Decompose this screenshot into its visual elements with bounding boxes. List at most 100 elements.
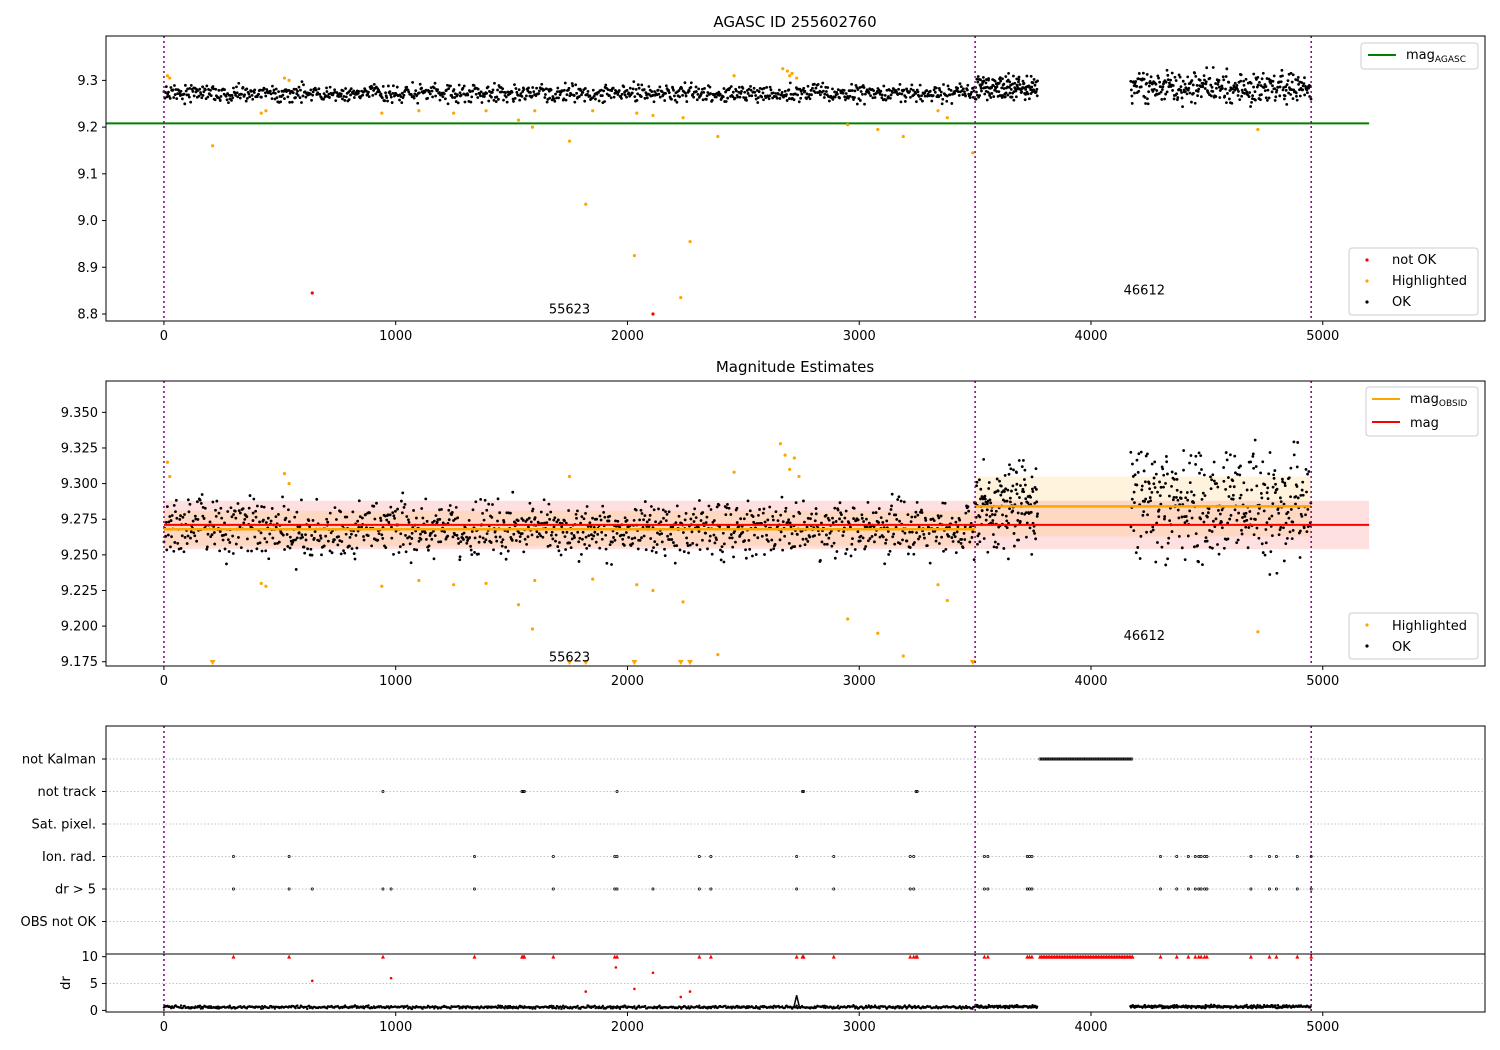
ok-point <box>202 517 206 520</box>
ok-point <box>1252 85 1255 89</box>
ok-point <box>765 85 769 89</box>
flag-point <box>1117 757 1121 761</box>
x-tick-label: 4000 <box>1074 1020 1107 1035</box>
ok-point <box>590 537 594 541</box>
ok-point <box>1164 481 1167 485</box>
highlighted-point <box>635 111 639 115</box>
dr-point <box>496 1006 499 1010</box>
ok-point <box>1004 75 1008 78</box>
ok-point <box>701 538 704 542</box>
ok-point <box>769 88 773 92</box>
ok-point <box>810 512 814 516</box>
ok-point <box>1161 467 1165 471</box>
ok-point <box>765 533 768 537</box>
ok-point <box>355 546 359 550</box>
ok-point <box>1190 516 1194 520</box>
ok-point <box>732 555 735 559</box>
ok-point <box>495 539 499 543</box>
ok-point <box>1179 85 1183 89</box>
ok-point <box>709 508 713 511</box>
ok-point <box>557 96 560 100</box>
legend-mag-agasc-text: mag <box>1406 48 1435 63</box>
ok-point <box>880 96 884 100</box>
ok-point <box>1249 105 1252 108</box>
ok-point <box>1196 89 1200 93</box>
ok-point <box>407 520 411 524</box>
ok-point <box>492 548 495 552</box>
ok-point <box>356 519 360 523</box>
ok-point <box>361 93 365 97</box>
ok-point <box>813 91 817 94</box>
ok-point <box>1192 493 1196 497</box>
ok-point <box>888 96 892 100</box>
ok-point <box>288 520 291 524</box>
ok-point <box>685 100 689 103</box>
dr-point <box>658 1004 661 1007</box>
ok-point <box>1166 541 1170 545</box>
ok-point <box>643 500 647 503</box>
ok-point <box>1008 463 1011 467</box>
flag-point <box>615 887 619 891</box>
ok-point <box>405 515 409 518</box>
ok-point <box>379 516 382 520</box>
dr-point <box>406 1004 409 1008</box>
y-tick-label: 9.175 <box>61 655 98 670</box>
ok-point <box>403 502 407 506</box>
ok-point <box>438 91 441 94</box>
ok-point <box>569 546 573 550</box>
dr-point <box>497 1004 500 1007</box>
ok-point <box>1292 440 1296 444</box>
ok-point <box>1177 516 1181 520</box>
ok-point <box>865 517 868 521</box>
ok-point <box>1153 486 1157 489</box>
ok-point <box>491 503 494 506</box>
flag-point <box>795 855 799 858</box>
ok-point <box>1264 85 1268 88</box>
ok-point <box>909 96 912 99</box>
ok-point <box>457 541 461 545</box>
ok-point <box>1185 519 1189 523</box>
ok-point <box>253 88 257 92</box>
ok-point <box>1139 450 1143 454</box>
ok-point <box>349 93 352 97</box>
ok-point <box>548 96 552 100</box>
highlighted-point <box>287 78 291 82</box>
ok-point <box>1033 531 1036 535</box>
ok-point <box>449 84 452 88</box>
ok-point <box>502 520 506 524</box>
ok-point <box>757 90 761 93</box>
ok-point <box>1295 94 1298 98</box>
ok-point <box>1179 88 1183 92</box>
ok-point <box>1008 91 1012 95</box>
ok-point <box>531 86 535 89</box>
ok-point <box>410 531 414 535</box>
ok-point <box>310 553 314 557</box>
ok-point <box>1295 465 1299 469</box>
ok-point <box>288 546 292 550</box>
ok-point <box>209 535 213 539</box>
ok-point <box>479 497 483 501</box>
ok-point <box>1269 81 1273 85</box>
ok-point <box>1221 75 1225 79</box>
ok-point <box>890 504 893 508</box>
ok-point <box>645 520 649 524</box>
ok-point <box>1245 488 1249 492</box>
ok-point <box>1166 472 1169 476</box>
ok-point <box>683 81 687 85</box>
ok-point <box>789 525 793 529</box>
panel-estimates: Magnitude Estimates 0 1000 2000 3000 4000 500… <box>61 358 1486 689</box>
ok-point <box>887 95 890 98</box>
ok-point <box>844 98 847 102</box>
ok-point <box>1015 471 1018 474</box>
ok-point <box>803 89 807 93</box>
ok-point <box>878 535 882 539</box>
ok-point <box>1017 459 1021 462</box>
ok-point <box>590 533 593 537</box>
ok-point <box>1301 493 1305 497</box>
ok-point <box>745 513 749 516</box>
dr-point <box>562 1004 565 1007</box>
ok-point <box>183 536 187 539</box>
ok-point <box>300 101 303 104</box>
flag-point <box>1030 887 1034 891</box>
ok-point <box>225 562 228 566</box>
